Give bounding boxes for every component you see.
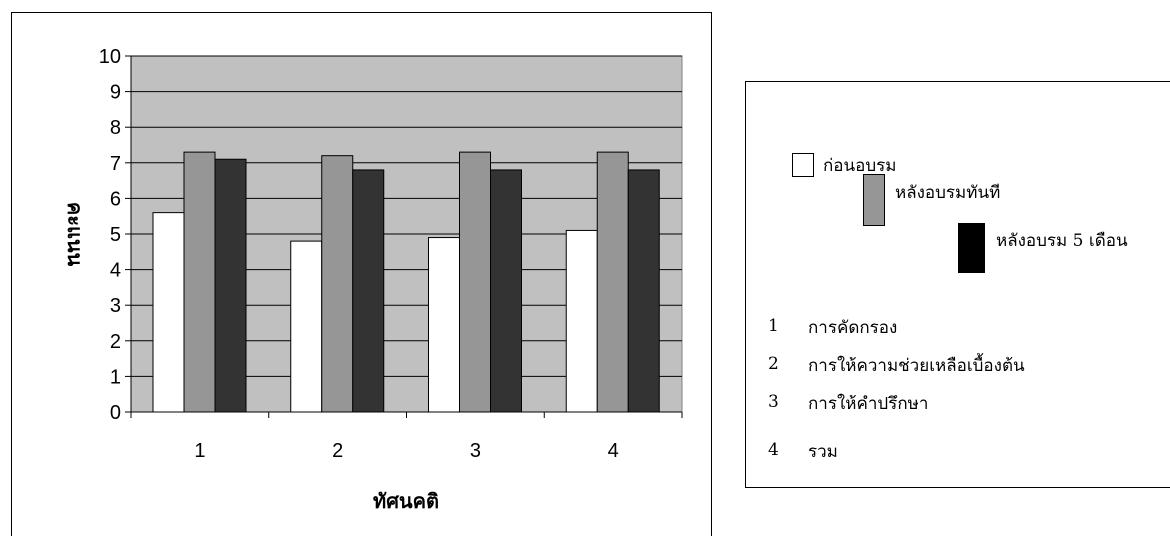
y-tick-label: 2 xyxy=(110,331,121,353)
axes xyxy=(125,55,683,418)
y-tick-labels: 0 1 2 3 4 5 6 7 8 9 10 xyxy=(99,46,121,424)
chart-area: 0 1 2 3 4 5 6 7 8 9 10 1 2 3 4 ทัศนคติ คะแนน xyxy=(11,12,712,536)
x-tick-label: 1 xyxy=(194,440,205,462)
y-tick-label: 7 xyxy=(110,153,121,175)
note-text-2: การให้ความช่วยเหลือเบื้องต้น xyxy=(808,356,1025,376)
x-tick-label: 4 xyxy=(608,440,619,462)
y-tick-label: 5 xyxy=(110,224,121,246)
legend-label-after: หลังอบรมทันที xyxy=(895,183,1001,203)
note-text-3: การให้คำปรึกษา xyxy=(808,394,929,414)
bar xyxy=(565,229,598,413)
y-tick-label: 0 xyxy=(110,402,121,424)
y-tick-label: 1 xyxy=(110,366,121,388)
legend-label-5months: หลังอบรม 5 เดือน xyxy=(996,231,1128,251)
y-tick-label: 9 xyxy=(110,82,121,104)
x-tick-label: 3 xyxy=(470,440,481,462)
bar xyxy=(627,169,660,413)
x-tick-labels: 1 2 3 4 xyxy=(194,440,618,462)
legend-swatch-before xyxy=(792,153,814,177)
bar xyxy=(428,237,460,413)
note-number-2: 2 xyxy=(768,354,779,374)
bar xyxy=(352,169,385,413)
bar xyxy=(596,151,629,413)
bar xyxy=(490,169,522,413)
bar xyxy=(290,240,323,413)
x-axis-title: ทัศนคติ xyxy=(373,489,439,513)
bar xyxy=(152,212,185,413)
bar xyxy=(459,151,491,413)
legend-swatch-5months xyxy=(958,223,985,273)
y-axis-title: คะแนน xyxy=(63,202,87,267)
bar xyxy=(214,158,247,413)
bar xyxy=(183,151,216,413)
legend-label-before: ก่อนอบรม xyxy=(823,156,897,176)
note-number-4: 4 xyxy=(768,440,779,460)
note-text-4: รวม xyxy=(808,442,838,462)
legend: ก่อนอบรม หลังอบรมทันที หลังอบรม 5 เดือน … xyxy=(745,81,1170,488)
note-text-1: การคัดกรอง xyxy=(808,318,898,338)
y-tick-label: 8 xyxy=(110,117,121,139)
y-tick-label: 4 xyxy=(110,260,121,282)
y-tick-label: 6 xyxy=(110,188,121,210)
bar xyxy=(321,155,354,413)
note-number-1: 1 xyxy=(768,316,779,336)
bar-chart: 0 1 2 3 4 5 6 7 8 9 10 1 2 3 4 ทัศนคติ คะแนน xyxy=(63,46,683,513)
y-tick-label: 3 xyxy=(110,295,121,317)
y-tick-label: 10 xyxy=(99,46,121,68)
note-number-3: 3 xyxy=(768,392,779,412)
legend-swatch-after xyxy=(863,174,885,226)
x-tick-label: 2 xyxy=(332,440,343,462)
